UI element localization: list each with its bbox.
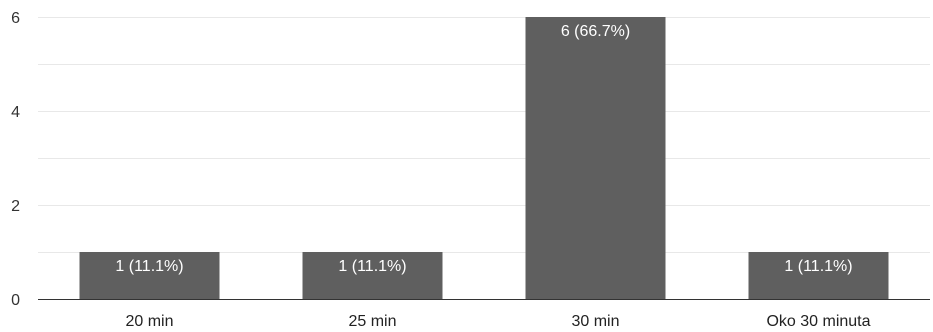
- bar: [525, 17, 666, 299]
- y-tick-label: 4: [11, 104, 20, 121]
- y-tick-label: 2: [11, 198, 20, 215]
- bar: [79, 252, 220, 299]
- gridlines: [38, 17, 930, 253]
- data-labels: 1 (11.1%) 1 (11.1%) 6 (66.7%) 1 (11.1%): [115, 23, 852, 275]
- y-tick-label: 0: [11, 292, 20, 309]
- x-category-label: Oko 30 minuta: [766, 313, 870, 330]
- bar-data-label: 6 (66.7%): [561, 23, 630, 40]
- bar: [748, 252, 889, 299]
- bar-data-label: 1 (11.1%): [784, 258, 852, 275]
- y-axis-ticks: 0 2 4 6: [11, 10, 20, 309]
- x-category-label: 25 min: [348, 313, 396, 330]
- bar-data-label: 1 (11.1%): [338, 258, 406, 275]
- bar-data-label: 1 (11.1%): [115, 258, 183, 275]
- x-category-label: 20 min: [125, 313, 173, 330]
- bars: [79, 17, 889, 299]
- bar: [302, 252, 443, 299]
- x-axis-categories: 20 min 25 min 30 min Oko 30 minuta: [125, 313, 870, 330]
- x-category-label: 30 min: [571, 313, 619, 330]
- y-tick-label: 6: [11, 10, 20, 27]
